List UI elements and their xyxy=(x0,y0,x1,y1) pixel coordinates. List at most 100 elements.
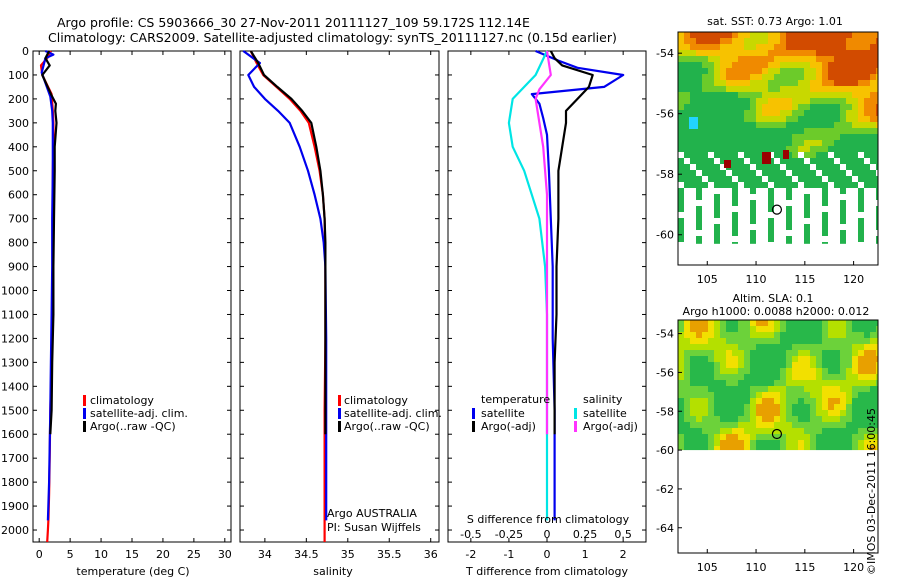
map-cell xyxy=(696,206,702,212)
map-cell xyxy=(690,50,696,56)
map-cell xyxy=(822,44,828,50)
map-cell xyxy=(876,326,878,332)
map-cell xyxy=(750,218,756,224)
map-cell xyxy=(702,164,708,170)
map-cell xyxy=(858,92,864,98)
map-cell xyxy=(684,62,690,68)
map-cell xyxy=(798,398,804,404)
map-cell xyxy=(840,92,846,98)
map-cell xyxy=(792,416,798,422)
map-cell xyxy=(798,320,804,326)
map-cell xyxy=(864,332,870,338)
map-cell xyxy=(756,164,762,170)
map-cell xyxy=(768,404,774,410)
map-cell xyxy=(792,86,798,92)
map-cell xyxy=(804,44,810,50)
map-cell xyxy=(678,446,684,451)
map-cell xyxy=(852,182,858,188)
map-cell xyxy=(798,404,804,410)
map-cell xyxy=(870,50,876,56)
map-cell xyxy=(750,320,756,326)
depth-tick-label: 1300 xyxy=(1,356,29,369)
x-tick-label: 30 xyxy=(218,548,232,561)
map-cell xyxy=(750,176,756,182)
map-cell xyxy=(810,134,816,140)
map-cell xyxy=(822,422,828,428)
map-cell xyxy=(846,398,852,404)
map-cell xyxy=(828,320,834,326)
map-cell xyxy=(822,122,828,128)
map-cell xyxy=(834,398,840,404)
map-cell xyxy=(708,386,714,392)
map-cell xyxy=(762,50,768,56)
map-cell xyxy=(870,422,876,428)
top-tick-label: -0.5 xyxy=(460,528,481,541)
map-cell xyxy=(696,368,702,374)
map-cell xyxy=(822,128,828,134)
map-cell xyxy=(822,152,828,158)
map-cell xyxy=(846,404,852,410)
map-cell xyxy=(840,212,846,218)
map-cell xyxy=(750,230,756,236)
map-cell xyxy=(834,80,840,86)
temperature-lines xyxy=(39,49,58,543)
map-cell xyxy=(762,56,768,62)
map-cell xyxy=(684,38,690,44)
map-cell xyxy=(804,236,810,242)
map-cell xyxy=(750,332,756,338)
map-cell xyxy=(876,104,878,110)
map-cell xyxy=(786,188,792,194)
map-cell xyxy=(828,50,834,56)
map-cell xyxy=(732,134,738,140)
map-cell xyxy=(870,176,876,182)
map-cell xyxy=(822,194,828,200)
map-cell xyxy=(804,224,810,230)
map-cell xyxy=(810,68,816,74)
legend-swatch-climatology xyxy=(338,395,341,406)
top-tick-label: 0.25 xyxy=(573,528,598,541)
map-cell xyxy=(852,158,858,164)
map-cell xyxy=(828,104,834,110)
legend-swatch-argo xyxy=(338,421,341,432)
map-cell xyxy=(750,74,756,80)
map-cell xyxy=(720,320,726,326)
map-cell xyxy=(852,440,858,446)
salinity-annotation-agency: Argo AUSTRALIA xyxy=(327,507,417,520)
map-cell xyxy=(774,116,780,122)
map-cell xyxy=(732,356,738,362)
map-cell xyxy=(870,398,876,404)
map-cell xyxy=(864,110,870,116)
map-cell xyxy=(738,80,744,86)
map-cell xyxy=(684,362,690,368)
map-cell xyxy=(852,116,858,122)
map-cell xyxy=(714,236,720,242)
map-cell xyxy=(768,176,774,182)
map-cell xyxy=(714,80,720,86)
map-cell xyxy=(708,320,714,326)
map-cell xyxy=(678,116,684,122)
map-cell xyxy=(792,62,798,68)
map-cell xyxy=(750,44,756,50)
map-cell xyxy=(720,428,726,434)
map-cell xyxy=(756,368,762,374)
map-cell xyxy=(756,446,762,451)
map-cell xyxy=(876,368,878,374)
map-cell xyxy=(756,92,762,98)
map-cell xyxy=(846,320,852,326)
map-cell xyxy=(876,386,878,392)
map-cell xyxy=(678,128,684,134)
map-cell xyxy=(762,128,768,134)
map-cell xyxy=(714,320,720,326)
map-cell xyxy=(864,164,870,170)
sst-map-ticks: 105 110 115 120-54-56-58-60 xyxy=(656,47,864,286)
map-cell xyxy=(810,62,816,68)
map-cell xyxy=(738,170,744,176)
map-cell xyxy=(702,110,708,116)
map-cell xyxy=(774,140,780,146)
map-cell xyxy=(810,392,816,398)
map-cell xyxy=(756,398,762,404)
map-cell xyxy=(720,338,726,344)
map-cell xyxy=(828,140,834,146)
map-x-tick-label: 110 xyxy=(746,561,767,574)
map-cell xyxy=(708,50,714,56)
